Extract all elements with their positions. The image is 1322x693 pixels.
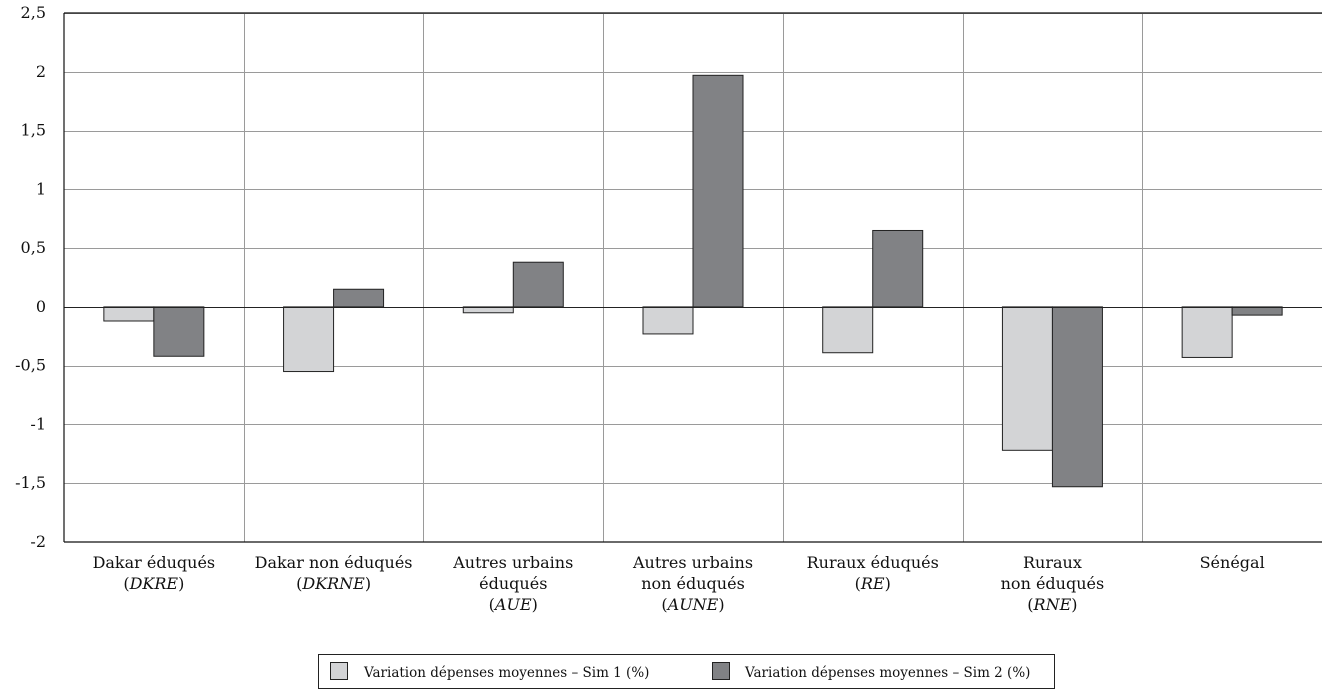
bar-series2	[1231, 306, 1283, 316]
bar-series1	[283, 306, 335, 373]
category-label: Autres urbains non éduqués (AUNE)	[632, 553, 753, 614]
y-tick-label: 0,5	[21, 238, 46, 257]
x-tick-labels: Dakar éduqués (DKRE) Dakar non éduqués (DKR…	[93, 553, 1265, 614]
bars	[103, 74, 1283, 488]
y-tick-labels: 2,5 2 1,5 1 0,5 0 -0,5 -1 -1,5 -2	[15, 3, 46, 551]
bar-series2	[872, 229, 924, 308]
legend-label: Variation dépenses moyennes – Sim 1 (%)	[363, 665, 649, 681]
y-tick-label: 2	[36, 62, 46, 81]
legend-box	[318, 654, 1055, 689]
y-tick-label: -2	[30, 532, 46, 551]
category-label: Ruraux non éduqués (RNE)	[1001, 553, 1105, 614]
bar-series2	[692, 74, 744, 308]
y-tick-label: 1	[36, 179, 46, 198]
category-label: Dakar éduqués (DKRE)	[93, 553, 216, 593]
legend-swatch	[330, 662, 348, 680]
bar-series1	[1181, 306, 1233, 358]
bar-series1	[103, 306, 155, 322]
y-tick-label: -1,5	[15, 473, 46, 492]
bar-series1	[1001, 306, 1053, 451]
y-tick-label: -0,5	[15, 356, 46, 375]
bar-series2	[512, 261, 564, 308]
category-label: Autres urbains éduqués (AUE)	[452, 553, 573, 614]
bar-series1	[822, 306, 874, 354]
legend-label: Variation dépenses moyennes – Sim 2 (%)	[744, 665, 1030, 681]
y-tick-label: 0	[36, 297, 46, 316]
legend-swatch	[712, 662, 730, 680]
bar-series1	[642, 306, 694, 335]
y-tick-label: -1	[30, 414, 46, 433]
bar-series2	[1051, 306, 1103, 488]
category-label: Ruraux éduqués (RE)	[807, 553, 939, 593]
y-tick-label: 2,5	[21, 3, 46, 22]
bar-series1	[462, 306, 514, 314]
category-label: Sénégal	[1200, 553, 1265, 572]
legend: Variation dépenses moyennes – Sim 1 (%) V…	[318, 654, 1055, 689]
bar-series2	[333, 288, 385, 308]
category-label: Dakar non éduqués (DKRNE)	[255, 553, 413, 593]
bar-series2	[153, 306, 205, 357]
y-tick-label: 1,5	[21, 121, 46, 140]
